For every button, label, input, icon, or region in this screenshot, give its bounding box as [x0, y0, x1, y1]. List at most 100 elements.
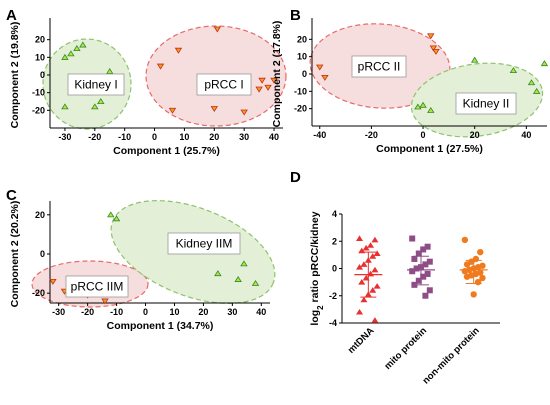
cluster-label: pRCC I: [204, 78, 243, 92]
x-tick-label: 0: [421, 130, 426, 140]
x-tick-label: -40: [313, 130, 326, 140]
data-point-kidney: [527, 79, 536, 86]
x-axis-title: Component 1 (27.5%): [376, 143, 483, 155]
data-point: [422, 261, 429, 268]
y-tick-label: 0: [40, 249, 45, 259]
y-axis-title: Component 2 (19.8%): [9, 22, 21, 129]
y-tick-label: 2: [332, 236, 337, 246]
panel-b: B -40 -20 0 20 40 -20 -10 0 10 20 Component 1 (27.5…: [271, 7, 549, 155]
x-tick-label: 0: [152, 132, 157, 142]
y-tick-label: -10: [32, 88, 45, 98]
y-tick-label: 10: [35, 52, 45, 62]
cluster-label: pRCC IIM: [71, 280, 124, 294]
x-axis-title: Component 1 (25.7%): [113, 145, 220, 157]
x-tick-label: -20: [365, 130, 378, 140]
data-point-kidney: [91, 103, 99, 110]
data-point-prcc: [432, 48, 440, 55]
data-point-prcc: [264, 84, 272, 91]
x-tick-label: 20: [198, 307, 208, 317]
data-point: [356, 263, 364, 270]
data-point: [356, 308, 364, 315]
data-point-kidney: [532, 87, 541, 94]
data-point-kidney: [79, 41, 87, 48]
y-tick-label: -10: [294, 86, 307, 96]
data-point-prcc: [316, 64, 324, 71]
y-axis-title: log2 ratio pRCC/kidney: [309, 211, 325, 325]
data-point-prcc: [240, 109, 248, 116]
data-point-prcc: [270, 77, 278, 84]
y-tick-label: 0: [332, 264, 337, 274]
data-point-prcc: [321, 74, 329, 81]
cluster-label-box: [455, 92, 517, 115]
y-tick-label: 20: [297, 34, 307, 44]
data-point-prcc: [258, 77, 266, 84]
x-tick-label: 0: [143, 307, 148, 317]
x-tick-label: 10: [179, 132, 189, 142]
data-point-prcc: [156, 63, 165, 70]
cluster-label: pRCC II: [358, 60, 401, 74]
data-point: [420, 273, 427, 280]
x-tick-label: -20: [81, 307, 94, 317]
x-tick-label: -20: [88, 132, 101, 142]
data-point: [360, 296, 368, 303]
panel-d: D -4 -2 0 2 4 log2 ratio pRCC/kidney mtDNA mito …: [290, 169, 500, 386]
y-tick-label: 10: [297, 52, 307, 62]
data-point-kidney: [427, 106, 435, 113]
y-tick-label: 0: [302, 69, 307, 79]
x-tick-label: -30: [58, 132, 71, 142]
x-tick-label: 30: [227, 307, 237, 317]
x-tick-label: 20: [470, 130, 480, 140]
category-label: mtDNA: [346, 325, 377, 356]
data-point: [371, 317, 379, 323]
data-point-prcc: [101, 298, 109, 305]
data-point-kidney: [97, 98, 105, 104]
y-axis-title: Component 2 (17.8%): [271, 21, 283, 128]
category-label: mito protein: [383, 325, 430, 372]
data-point: [463, 273, 471, 280]
y-axis-title: Component 2 (20.2%): [9, 201, 21, 308]
cluster-label-box: [65, 275, 129, 298]
data-point-kidney: [61, 53, 69, 60]
data-point-prcc: [168, 107, 177, 114]
panel-b-letter: B: [290, 7, 301, 24]
data-point: [477, 248, 484, 256]
data-point-kidney: [240, 260, 248, 267]
panel-c: C -30 -20 -10 0 10 20 30 40 -20 0 20 Component 1 (34…: [6, 187, 276, 332]
data-point: [371, 236, 379, 243]
y-tick-label: 20: [35, 210, 45, 220]
data-point: [463, 261, 471, 268]
data-point-prcc: [174, 47, 183, 54]
data-point-kidney: [234, 276, 242, 282]
data-point: [369, 287, 377, 293]
cluster-label-box: [167, 232, 241, 255]
series-mtdna: [354, 235, 383, 323]
data-point: [424, 270, 431, 277]
data-point-kidney: [419, 101, 427, 108]
y-tick-label: 0: [40, 70, 45, 80]
x-tick-label: 10: [169, 307, 179, 317]
y-tick-label: 4: [332, 209, 337, 219]
data-point: [356, 235, 364, 241]
data-point: [470, 291, 477, 298]
data-point: [373, 250, 381, 256]
x-tick-label: 30: [239, 132, 249, 142]
data-point: [373, 283, 381, 289]
data-point: [474, 278, 482, 286]
data-point: [415, 250, 422, 257]
x-tick-label: -30: [52, 307, 65, 317]
data-point: [479, 274, 486, 282]
data-point: [367, 242, 375, 248]
panel-d-letter: D: [290, 169, 301, 186]
cluster-label: Kidney II: [463, 97, 510, 111]
y-tick-label: -20: [32, 105, 45, 115]
y-tick-label: -2: [329, 291, 337, 301]
data-point: [426, 258, 433, 265]
x-tick-label: 40: [256, 307, 266, 317]
x-axis-title: Component 1 (34.7%): [107, 320, 214, 332]
data-point: [420, 246, 427, 253]
data-point: [426, 287, 433, 294]
data-point: [360, 261, 368, 267]
data-point-kidney: [509, 67, 518, 74]
x-tick-label: -10: [118, 132, 131, 142]
panel-c-letter: C: [6, 187, 17, 204]
